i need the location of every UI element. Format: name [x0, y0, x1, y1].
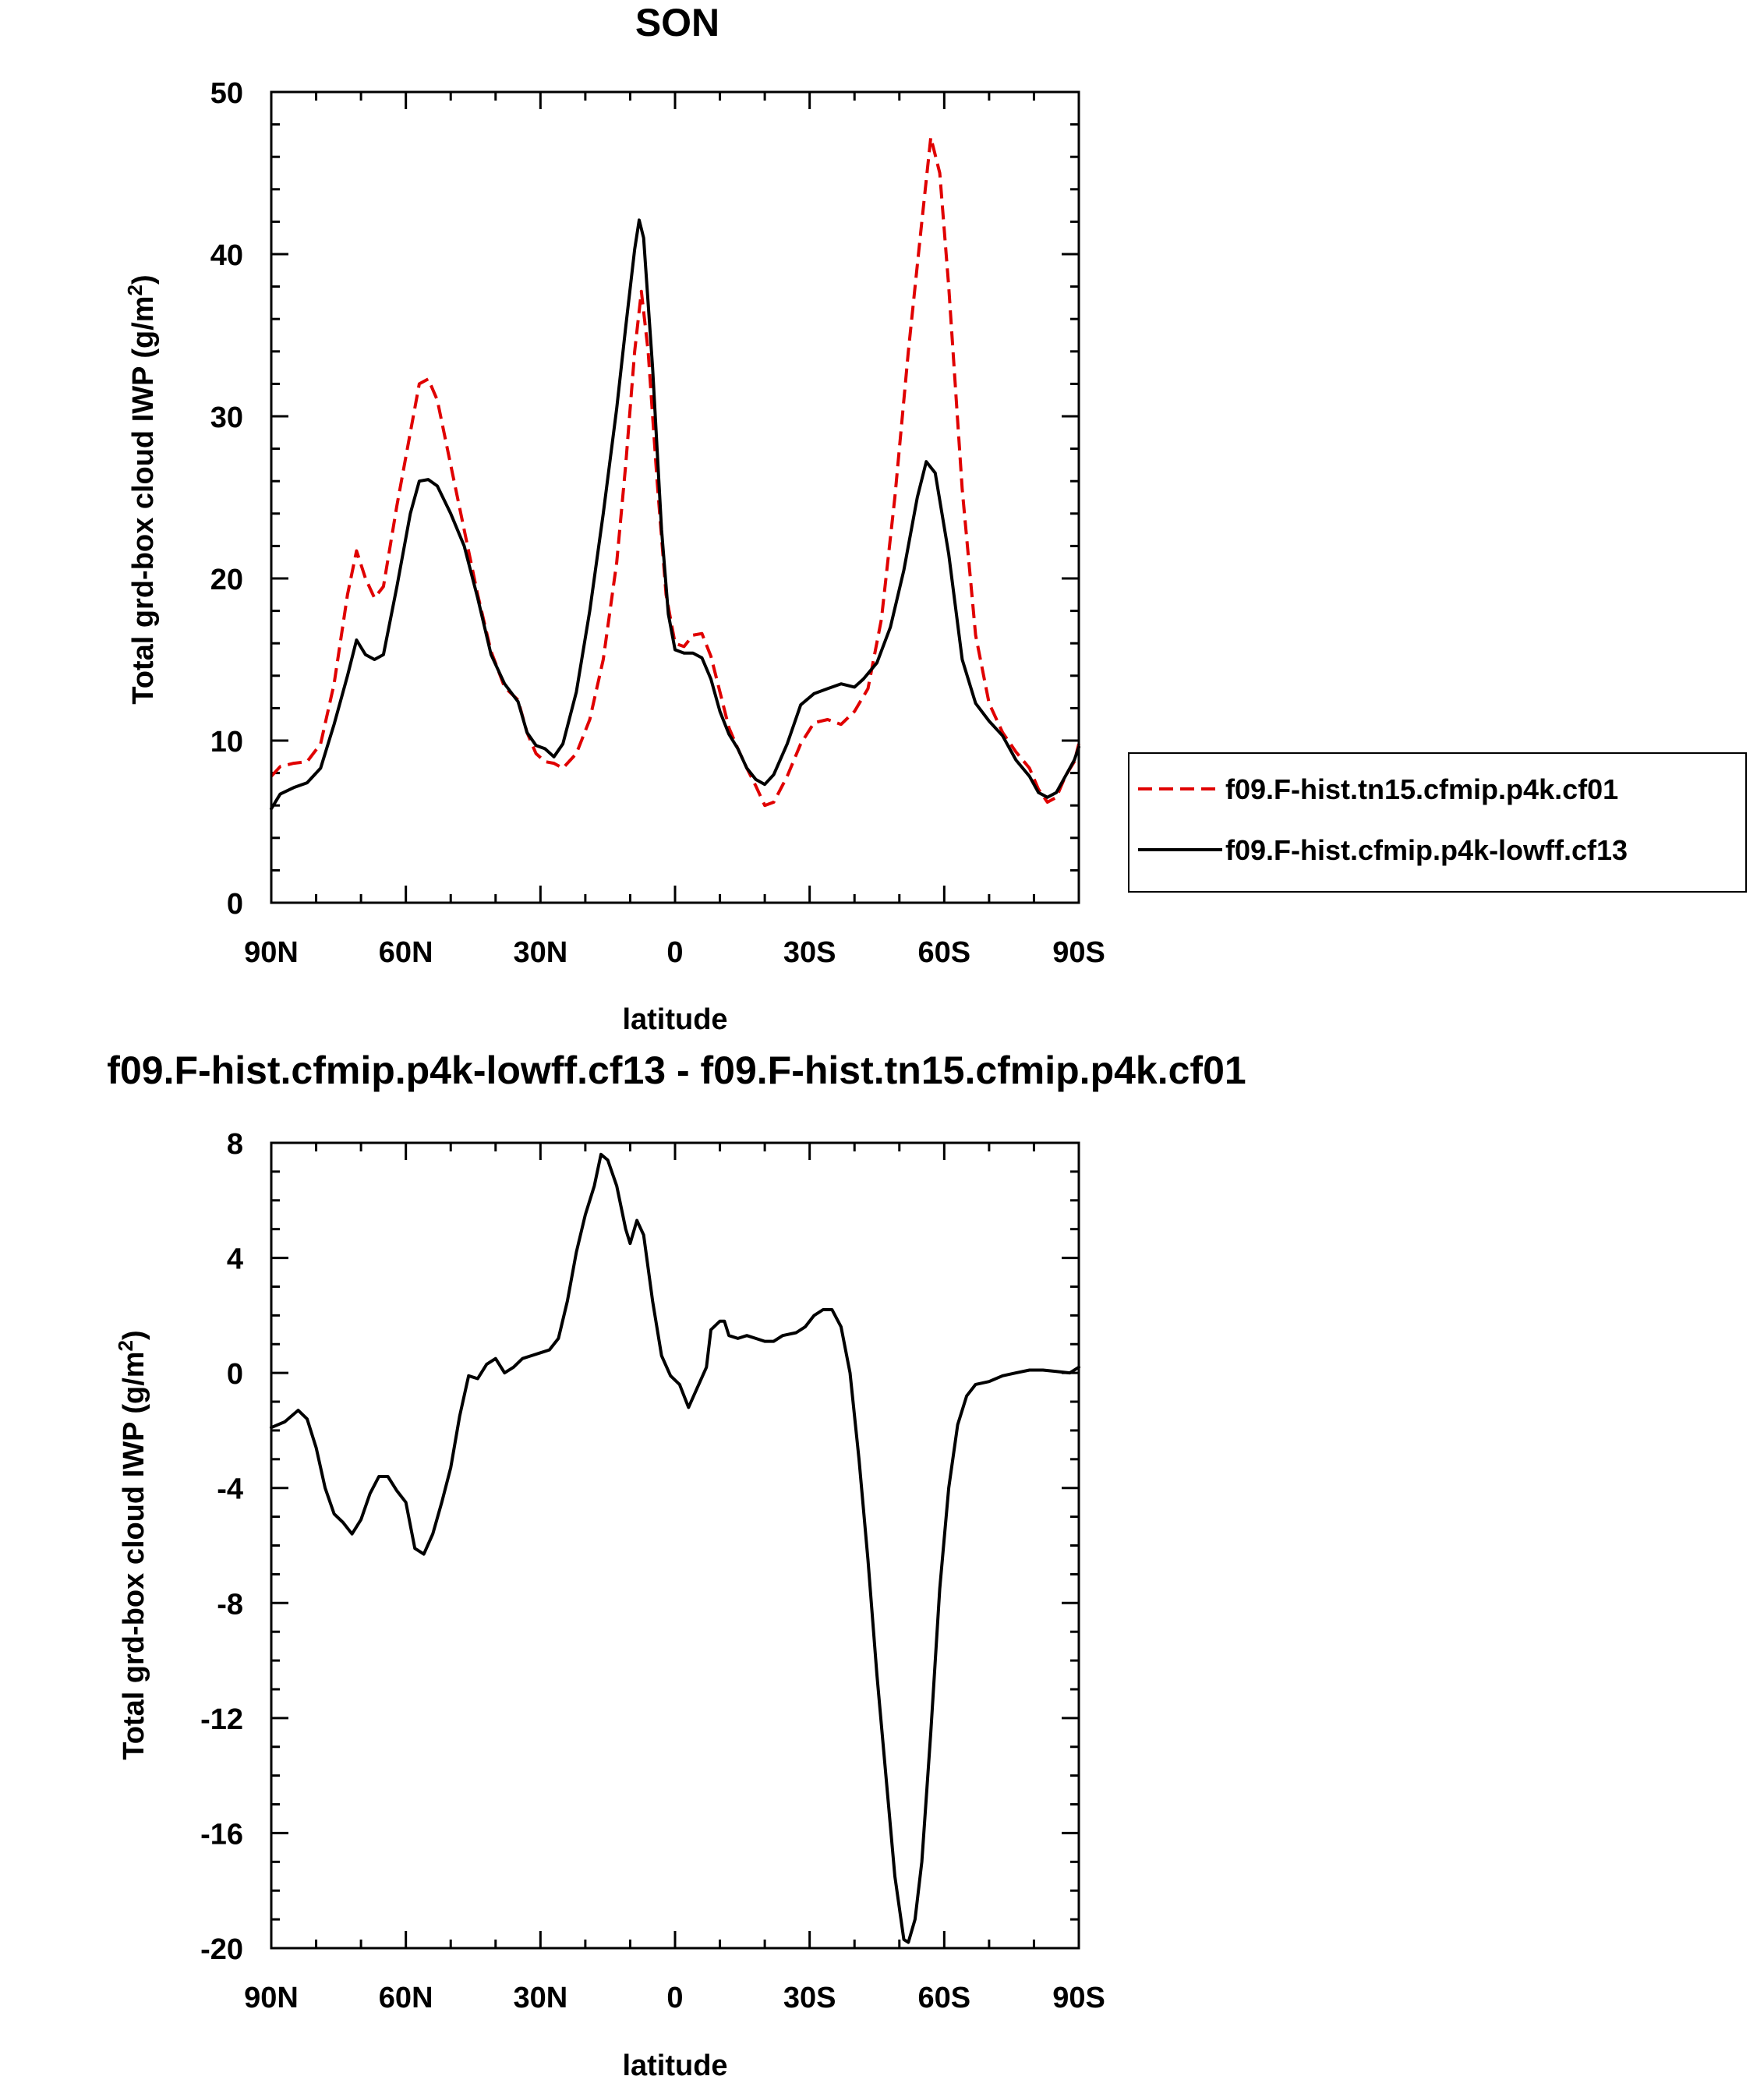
top-y-axis-label: Total grd-box cloud IWP (g/m2): [123, 274, 160, 704]
bottom-y-axis-label-end: ): [118, 1330, 150, 1340]
bottom-y-tick-label: 8: [227, 1128, 243, 1161]
bottom-y-tick-label: 4: [227, 1243, 243, 1276]
top-x-tick-label: 60N: [379, 936, 433, 969]
bottom-plot-frame: [270, 1141, 1080, 1950]
bottom-y-axis-label-sup: 2: [114, 1340, 137, 1351]
bottom-y-tick-label: -8: [217, 1588, 243, 1621]
top-y-tick-label: 20: [210, 564, 243, 596]
top-y-tick-label: 40: [210, 239, 243, 272]
top-y-tick-label: 50: [210, 77, 243, 110]
bottom-y-tick-label: -4: [217, 1473, 243, 1506]
top-series-line-dashed-0: [270, 136, 1080, 808]
legend: f09.F-hist.tn15.cfmip.p4k.cf01 f09.F-his…: [1128, 752, 1747, 893]
bottom-series-line-solid-0: [270, 1152, 1080, 1944]
top-x-tick-label: 60S: [918, 936, 971, 969]
bottom-y-tick-label: -20: [200, 1933, 243, 1966]
top-y-axis-label-sup: 2: [123, 285, 147, 295]
bottom-x-axis-label: latitude: [622, 2049, 727, 2082]
bottom-x-tick-label: 0: [666, 1982, 683, 2014]
top-series-line-solid-1: [270, 218, 1080, 811]
top-y-tick-label: 30: [210, 401, 243, 434]
top-x-tick-label: 0: [666, 936, 683, 969]
top-x-tick-label: 90N: [244, 936, 299, 969]
bottom-y-tick-label: -12: [200, 1703, 243, 1736]
bottom-x-tick-label: 30N: [513, 1982, 567, 2014]
bottom-tick-labels: 90N 60N 30N 0 30S 60S 90S -20 -16 -12 -8 -4 0 4 8: [200, 1128, 1105, 2014]
top-x-tick-label: 30N: [513, 936, 567, 969]
bottom-x-tick-label: 30S: [783, 1982, 836, 2014]
bottom-chart-title: f09.F-hist.cfmip.p4k-lowff.cf13 - f09.F-…: [107, 1049, 1246, 1092]
top-y-tick-label: 0: [227, 888, 243, 921]
bottom-y-tick-label: -16: [200, 1818, 243, 1851]
bottom-x-tick-label: 60N: [379, 1982, 433, 2014]
bottom-x-tick-label: 90S: [1052, 1982, 1105, 2014]
top-series: [270, 136, 1080, 811]
top-ticks: [270, 90, 1080, 904]
bottom-series: [270, 1152, 1080, 1944]
top-panel: SON 90N 60N 30N 0 30S 60S 90S 0 10 20 30 40 50 latit…: [123, 1, 1747, 1036]
bottom-x-tick-label: 60S: [918, 1982, 971, 2014]
bottom-panel: f09.F-hist.cfmip.p4k-lowff.cf13 - f09.F-…: [107, 1049, 1246, 2082]
top-chart-title: SON: [635, 1, 719, 44]
legend-box: [1128, 752, 1747, 893]
top-tick-labels: 90N 60N 30N 0 30S 60S 90S 0 10 20 30 40 50: [210, 77, 1105, 969]
top-y-axis-label-main: Total grd-box cloud IWP (g/m: [127, 295, 160, 704]
legend-label-cf13: f09.F-hist.cfmip.p4k-lowff.cf13: [1225, 834, 1628, 866]
bottom-y-axis-label-main: Total grd-box cloud IWP (g/m: [118, 1351, 150, 1759]
top-plot-frame: [270, 90, 1080, 904]
top-x-tick-label: 30S: [783, 936, 836, 969]
top-y-axis-label-end: ): [127, 274, 160, 285]
top-x-axis-label: latitude: [622, 1003, 727, 1036]
legend-label-cf01: f09.F-hist.tn15.cfmip.p4k.cf01: [1225, 773, 1618, 805]
top-y-tick-label: 10: [210, 726, 243, 759]
top-x-tick-label: 90S: [1052, 936, 1105, 969]
bottom-y-tick-label: 0: [227, 1358, 243, 1391]
bottom-x-tick-label: 90N: [244, 1982, 299, 2014]
bottom-y-axis-label: Total grd-box cloud IWP (g/m2): [114, 1330, 150, 1759]
